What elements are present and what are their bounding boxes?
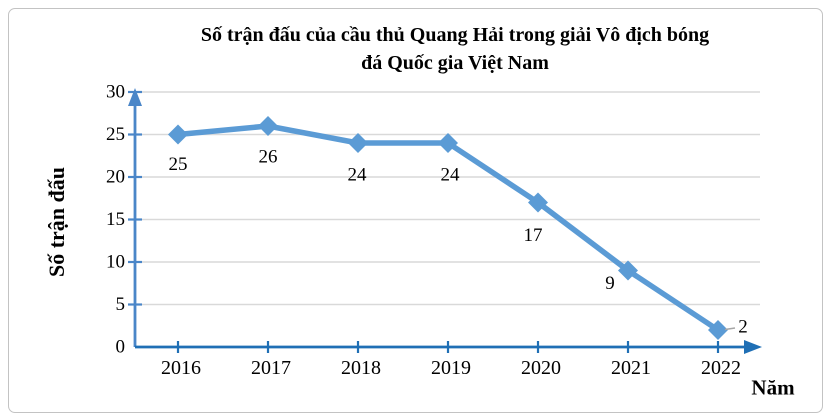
data-label: 9 [605, 273, 615, 294]
data-label: 17 [524, 225, 543, 246]
x-axis-arrow [744, 340, 762, 354]
data-point-marker [258, 116, 278, 136]
chart-title-line2: đá Quốc gia Việt Nam [361, 52, 549, 74]
x-tick-label: 2016 [161, 357, 201, 379]
y-tick-label: 25 [106, 124, 125, 145]
y-tick-label: 30 [106, 82, 125, 103]
data-label: 24 [348, 165, 368, 186]
y-tick-label: 15 [106, 209, 125, 230]
x-tick-label: 2022 [701, 357, 741, 379]
data-point-marker [528, 192, 548, 213]
x-tick-label: 2021 [611, 357, 651, 379]
y-tick-label: 20 [106, 167, 125, 188]
x-tick-label: 2017 [251, 357, 291, 379]
data-point-marker [348, 133, 368, 153]
y-tick-label: 5 [116, 294, 126, 315]
data-point-marker [618, 260, 638, 281]
y-tick-label: 0 [116, 337, 126, 358]
chart-title-line1: Số trận đấu của cầu thủ Quang Hải trong … [200, 24, 710, 46]
x-tick-label: 2020 [521, 357, 561, 379]
x-tick-label: 2018 [341, 357, 381, 379]
data-label: 26 [259, 147, 278, 168]
data-point-marker [168, 124, 188, 145]
x-tick-label: 2019 [431, 357, 471, 379]
y-tick-label: 10 [106, 252, 125, 273]
data-label: 24 [441, 165, 461, 186]
y-axis-arrow [128, 88, 142, 106]
data-point-marker [438, 133, 458, 153]
data-point-marker [708, 320, 728, 340]
data-label-leader-line [724, 327, 736, 331]
chart-title: Số trận đấu của cầu thủ Quang Hải trong … [130, 21, 780, 77]
data-label: 25 [169, 154, 188, 175]
data-label: 2 [738, 317, 748, 338]
x-axis-title: Năm [751, 375, 795, 400]
